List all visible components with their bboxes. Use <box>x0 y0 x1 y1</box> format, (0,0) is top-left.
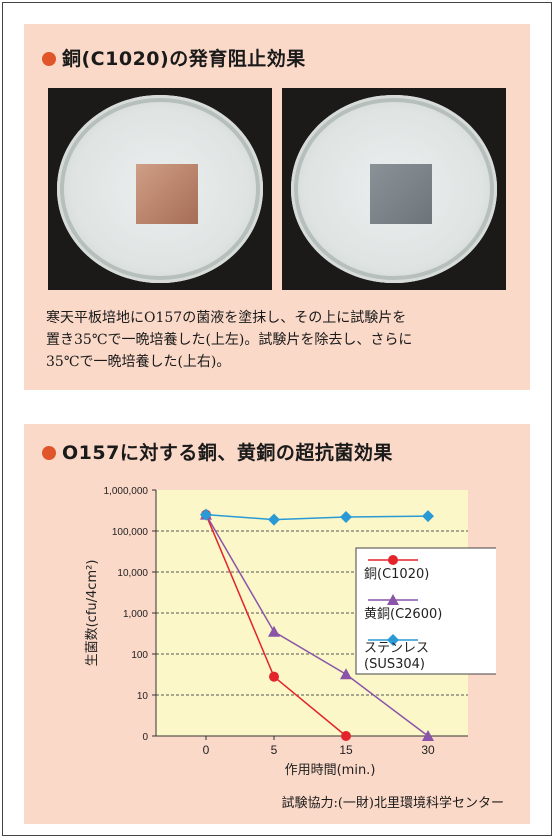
copper-inhibition-panel: 銅(C1020)の発育阻止効果 寒天平板培地にO157の菌液を塗抹し、その上に試… <box>24 24 530 390</box>
section1-heading: 銅(C1020)の発育阻止効果 <box>42 44 306 71</box>
data-point-2-1 <box>268 513 280 526</box>
y-axis-label: 生菌数(cfu/4cm²) <box>85 560 100 667</box>
series-line-2 <box>205 513 429 521</box>
legend-marker <box>387 634 399 646</box>
y-tick-label: 10 <box>137 691 149 702</box>
x-tick-label: 5 <box>271 743 278 757</box>
copper-test-piece <box>136 164 198 224</box>
x-tick-label: 30 <box>421 743 435 757</box>
legend-marker <box>387 594 399 605</box>
photo-after-removal <box>282 88 506 290</box>
y-tick-label: 1,000 <box>123 609 148 620</box>
inhibition-zone <box>370 164 432 224</box>
data-point-0-1 <box>269 671 279 682</box>
y-tick-label: 10,000 <box>117 568 148 579</box>
y-tick-label: 100,000 <box>112 527 149 538</box>
data-point-1-2 <box>340 668 352 680</box>
data-point-1-3 <box>422 730 434 741</box>
legend-label: 銅(C1020) <box>364 567 429 582</box>
section2-title: O157に対する銅、黄銅の超抗菌効果 <box>62 442 393 464</box>
petri-dish <box>291 95 497 283</box>
bullet-icon <box>42 446 56 460</box>
x-tick-label: 0 <box>203 743 210 757</box>
data-point-0-2 <box>341 731 351 741</box>
bacteria-count-chart: 0 10 100 1,000 10,000 100,000 1,000,000 0 5 15 30 作… <box>85 486 496 778</box>
legend-label: ステンレス(SUS304) <box>364 641 429 672</box>
petri-dish <box>57 95 263 283</box>
x-axis-label: 作用時間(min.) <box>285 763 376 778</box>
caption-line: 置き35℃で一晩培養した(上左)。試験片を除去し、さらに <box>46 332 413 348</box>
data-point-2-0 <box>200 508 212 521</box>
caption-line: 寒天平板培地にO157の菌液を塗抹し、その上に試験片を <box>46 310 407 326</box>
antibacterial-chart-panel: O157に対する銅、黄銅の超抗菌効果 0 10 100 1,000 10,000 100,… <box>24 424 530 824</box>
y-tick-label: 100 <box>131 650 148 661</box>
legend-box <box>355 547 496 675</box>
data-point-2-3 <box>422 510 434 523</box>
data-point-2-2 <box>340 510 352 523</box>
series-line-1 <box>205 514 429 737</box>
y-tick-label: 1,000,000 <box>104 486 149 497</box>
legend-marker <box>388 555 398 565</box>
test-credit: 試験協力:(一財)北里環境科学センター <box>281 796 504 811</box>
bullet-icon <box>42 52 56 66</box>
section2-heading: O157に対する銅、黄銅の超抗菌効果 <box>42 438 393 465</box>
y-tick-label: 0 <box>142 732 148 743</box>
legend-label: 黄銅(C2600) <box>364 607 442 622</box>
section1-title: 銅(C1020)の発育阻止効果 <box>62 48 306 70</box>
caption-line: 35℃で一晩培養した(上右)。 <box>46 354 231 370</box>
photo-with-copper-sample <box>48 88 272 290</box>
experiment-caption: 寒天平板培地にO157の菌液を塗抹し、その上に試験片を 置き35℃で一晩培養した… <box>46 307 516 373</box>
data-point-1-1 <box>268 625 280 637</box>
x-tick-label: 15 <box>339 743 353 757</box>
